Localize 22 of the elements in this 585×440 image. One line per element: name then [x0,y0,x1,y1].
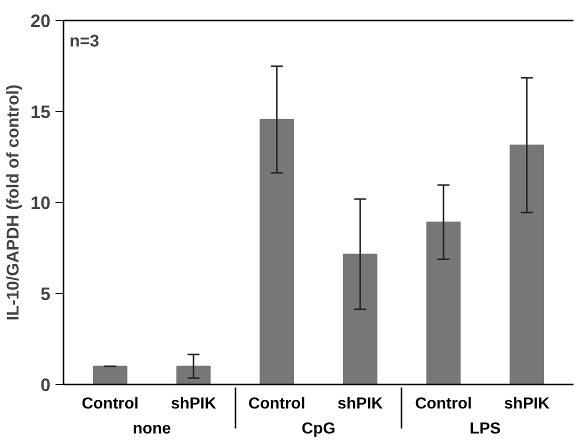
x-tick-label: Control [415,396,472,412]
text: CpG [302,420,336,438]
text: none [132,420,172,438]
y-tick-label: 0 [40,375,51,395]
bar [93,366,128,384]
bar [510,144,544,384]
bar [426,222,461,384]
y-tick-label: 10 [30,193,51,213]
x-tick-label: shPIK [504,396,550,412]
bar [176,366,211,384]
x-tick-label: shPIK [337,396,384,412]
bar [260,119,294,384]
y-tick-label: 20 [30,11,51,31]
bar [343,254,378,384]
y-tick-label: 15 [30,102,51,122]
text: LPS [470,420,502,438]
y-axis-title: IL-10/GAPDH (fold of control) [3,84,22,321]
x-tick-label: shPIK [170,396,217,412]
x-tick-label: Control [248,396,306,412]
x-tick-label: Control [82,396,139,412]
annotation: n=3 [70,32,100,50]
y-tick-label: 5 [40,284,51,304]
